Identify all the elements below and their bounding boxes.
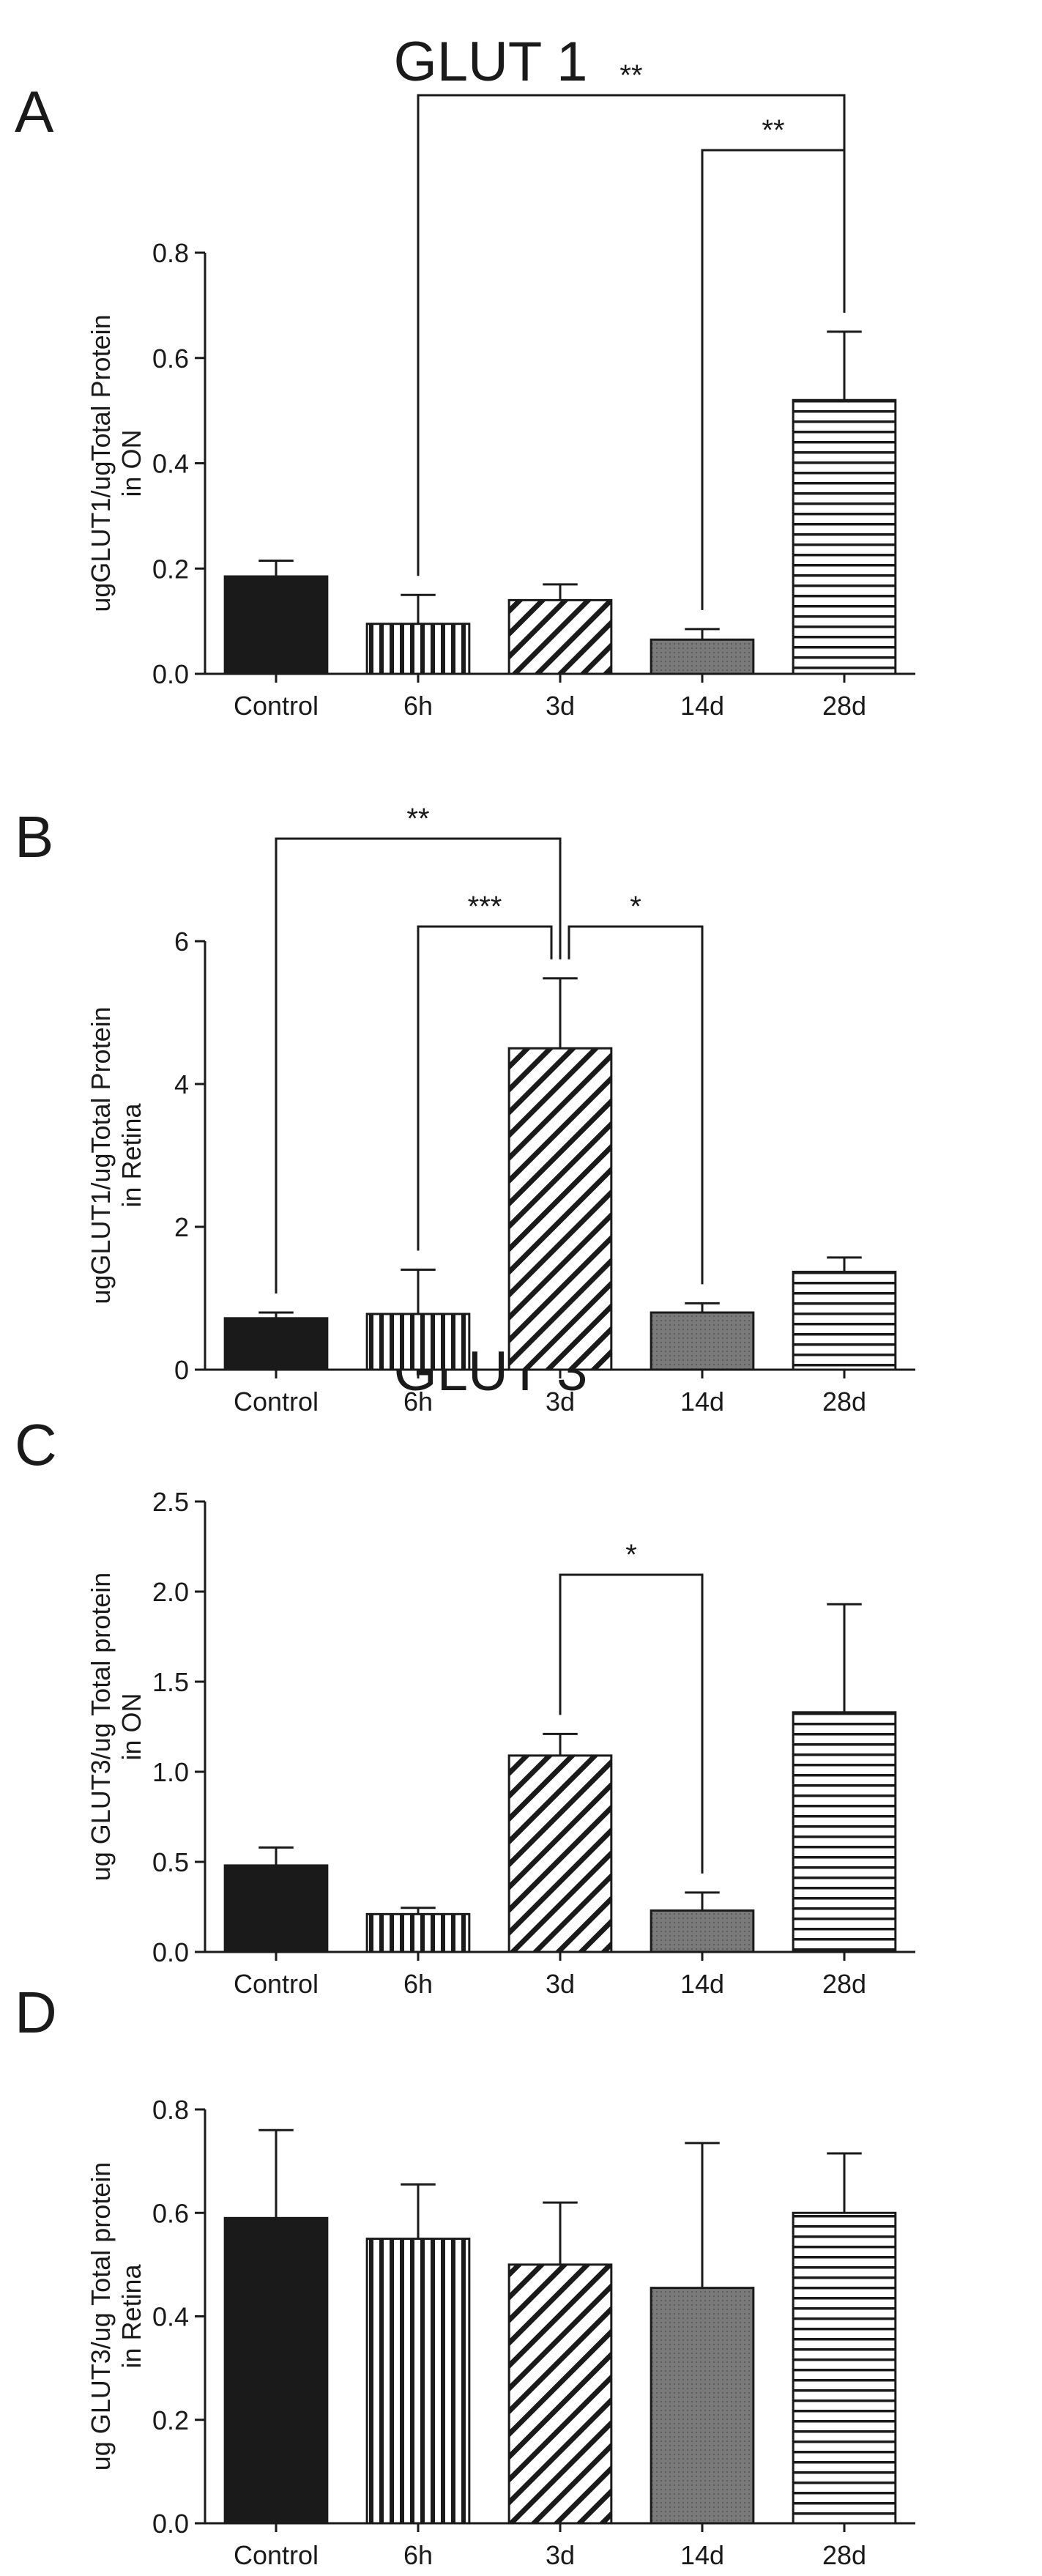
chart-panel-d: D 0.0 0.2 0.4 0.6 0.8 ug GLUT3/ug Total protei… xyxy=(15,1980,915,2570)
y-tick-label: 2.5 xyxy=(152,1487,189,1517)
y-tick-label: 4 xyxy=(174,1069,189,1099)
significance-label: *** xyxy=(468,891,502,923)
bar-14d xyxy=(650,638,755,675)
panel-letter: D xyxy=(15,1980,57,2045)
y-tick-label: 1.5 xyxy=(152,1667,189,1697)
bar-3d xyxy=(507,2263,613,2525)
chart-panel-c: C 0.0 0.5 1.0 1.5 2.0 2.5 ug GLUT3/ug Total pro… xyxy=(15,1412,915,1999)
x-tick-label: 28d xyxy=(822,691,866,721)
x-tick-label: 14d xyxy=(680,691,724,721)
significance-label: ** xyxy=(762,114,784,146)
x-tick-label: 6h xyxy=(403,1387,433,1417)
x-tick-label: 6h xyxy=(403,2540,433,2570)
significance-bracket xyxy=(567,925,704,1285)
x-tick-label: 14d xyxy=(680,1969,724,1999)
y-tick-label: 2 xyxy=(174,1212,189,1242)
y-tick-label: 0.2 xyxy=(152,554,189,584)
bar-6h xyxy=(365,623,471,675)
x-tick-label: Control xyxy=(234,691,319,721)
significance-bracket xyxy=(417,94,846,576)
y-axis-label: ug GLUT3/ug Total proteinin Retina xyxy=(86,2162,146,2471)
panel-letter: A xyxy=(15,79,54,144)
y-tick-label: 0.2 xyxy=(152,2405,189,2435)
y-tick-label: 0.5 xyxy=(152,1847,189,1877)
chart-panel-b: B 0 2 4 6 ugGLUT1/ugTotal Proteinin Retina Con… xyxy=(15,803,915,1417)
chart-panel-a: A 0.0 0.2 0.4 0.6 0.8 ugGLUT1/ugTotal Proteini… xyxy=(15,59,915,721)
x-tick-label: 3d xyxy=(546,1387,575,1417)
bar-14d xyxy=(650,1909,755,1953)
x-tick-label: 6h xyxy=(403,1969,433,1999)
bar-14d xyxy=(650,2287,755,2525)
panel-letter: B xyxy=(15,804,53,869)
x-tick-label: Control xyxy=(234,1387,319,1417)
y-tick-label: 6 xyxy=(174,927,189,957)
y-axis-label: ug GLUT3/ug Total proteinin ON xyxy=(86,1573,146,1882)
y-tick-label: 0 xyxy=(174,1355,189,1385)
bar-6h xyxy=(365,2238,471,2525)
bar-control xyxy=(223,575,329,675)
bar-control xyxy=(223,1317,329,1371)
significance-bracket xyxy=(275,837,562,1293)
bar-6h xyxy=(365,1313,471,1371)
significance-label: * xyxy=(630,891,641,923)
y-tick-label: 0.8 xyxy=(152,238,189,268)
significance-label: * xyxy=(625,1539,637,1571)
x-tick-label: 28d xyxy=(822,1387,866,1417)
x-tick-label: 28d xyxy=(822,2540,866,2570)
significance-bracket xyxy=(701,149,846,610)
panel-letter: C xyxy=(15,1412,57,1477)
bar-14d xyxy=(650,1311,755,1371)
y-tick-label: 0.8 xyxy=(152,2095,189,2125)
y-tick-label: 0.4 xyxy=(152,449,189,479)
y-tick-label: 0.6 xyxy=(152,2198,189,2228)
y-tick-label: 1.0 xyxy=(152,1757,189,1787)
x-tick-label: 3d xyxy=(546,691,575,721)
bar-control xyxy=(223,1864,329,1953)
y-tick-label: 0.0 xyxy=(152,1937,189,1967)
y-tick-label: 0.0 xyxy=(152,659,189,689)
group-title-glut1: GLUT 1 xyxy=(394,31,588,93)
x-tick-label: 6h xyxy=(403,691,433,721)
x-tick-label: 14d xyxy=(680,1387,724,1417)
bar-28d xyxy=(792,398,897,675)
charts: A 0.0 0.2 0.4 0.6 0.8 ugGLUT1/ugTotal Proteini… xyxy=(15,59,915,2570)
bar-6h xyxy=(365,1912,471,1953)
x-tick-label: 3d xyxy=(546,1969,575,1999)
significance-bracket xyxy=(417,925,553,1251)
bar-control xyxy=(223,2216,329,2525)
significance-label: ** xyxy=(406,803,429,835)
bar-28d xyxy=(792,1711,897,1953)
bar-28d xyxy=(792,2211,897,2525)
x-tick-label: Control xyxy=(234,2540,319,2570)
y-tick-label: 2.0 xyxy=(152,1577,189,1607)
x-tick-label: 28d xyxy=(822,1969,866,1999)
bar-3d xyxy=(507,1754,613,1953)
x-tick-label: 3d xyxy=(546,2540,575,2570)
x-tick-label: 14d xyxy=(680,2540,724,2570)
bar-3d xyxy=(507,1047,613,1371)
y-axis-label: ugGLUT1/ugTotal Proteinin Retina xyxy=(86,1006,146,1304)
bar-28d xyxy=(792,1270,897,1371)
bar-3d xyxy=(507,598,613,675)
y-tick-label: 0.6 xyxy=(152,344,189,374)
significance-label: ** xyxy=(619,59,642,92)
significance-bracket xyxy=(559,1573,704,1874)
x-tick-label: Control xyxy=(234,1969,319,1999)
y-tick-label: 0.4 xyxy=(152,2302,189,2332)
y-axis-label: ugGLUT1/ugTotal Proteinin ON xyxy=(86,314,146,612)
y-tick-label: 0.0 xyxy=(152,2509,189,2539)
